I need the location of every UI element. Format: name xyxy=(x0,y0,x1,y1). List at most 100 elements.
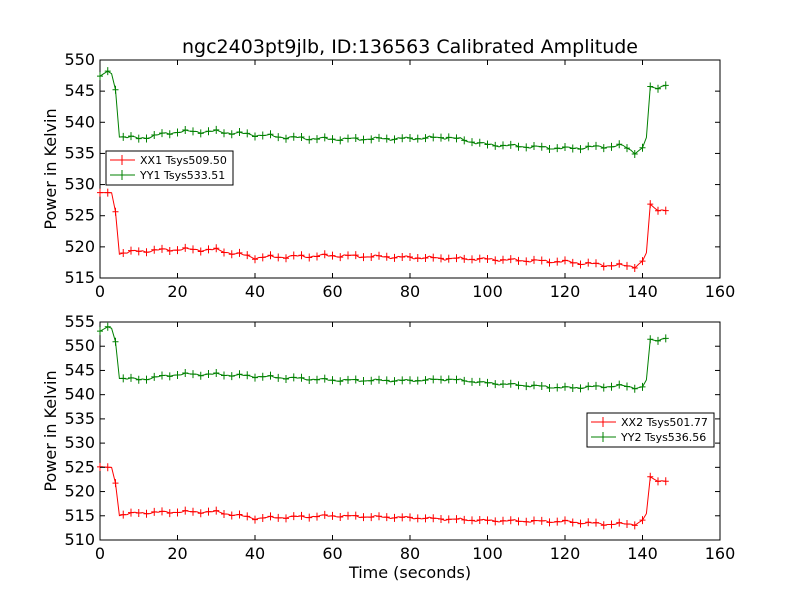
bottom-series-0-point xyxy=(151,507,158,516)
top-x-tick-label: 0 xyxy=(95,282,105,301)
bottom-series-0-point xyxy=(143,509,150,518)
top-series-0-point xyxy=(569,258,576,267)
top-series-1-point xyxy=(391,135,398,144)
top-series-0-point xyxy=(267,251,274,260)
bottom-series-0-point xyxy=(507,516,514,525)
bottom-series-1-point xyxy=(647,335,654,344)
bottom-series-1-point xyxy=(337,377,344,386)
top-series-1-point xyxy=(159,129,165,138)
bottom-series-1-point xyxy=(182,369,189,378)
top-series-1-point xyxy=(577,145,584,154)
bottom-series-1-point xyxy=(662,334,669,343)
bottom-series-0-point xyxy=(135,509,142,518)
top-series-0-point xyxy=(368,253,375,262)
bottom-series-0-point xyxy=(461,515,468,524)
bottom-series-1-point xyxy=(236,370,243,379)
bottom-x-tick-label: 40 xyxy=(245,544,265,563)
top-series-1-point xyxy=(352,133,359,142)
bottom-x-tick-label: 60 xyxy=(322,544,342,563)
bottom-series-0-point xyxy=(228,511,235,520)
top-series-0-point xyxy=(120,249,127,258)
bottom-series-1-point xyxy=(345,375,351,384)
top-series-0-point xyxy=(213,244,220,253)
top-series-0-point xyxy=(438,254,444,263)
top-series-0-point xyxy=(469,255,475,264)
top-series-1-point xyxy=(143,134,150,143)
top-series-0-point xyxy=(562,256,568,265)
top-series-1-point xyxy=(647,82,654,91)
bottom-series-0-point xyxy=(538,516,545,525)
top-series-0-point xyxy=(345,251,351,260)
top-series-0-point xyxy=(430,253,437,262)
top-series-1-point xyxy=(306,135,313,144)
bottom-series-0-point xyxy=(368,513,375,522)
bottom-series-0-point xyxy=(244,512,251,521)
bottom-series-1-point xyxy=(422,376,429,385)
top-series-1-point xyxy=(507,140,514,149)
bottom-series-0-point xyxy=(399,513,406,522)
top-series-0-point xyxy=(174,246,181,255)
bottom-series-1-point xyxy=(120,374,127,383)
bottom-series-1-point xyxy=(453,375,460,384)
legend-label-xx1: XX1 Tsys509.50 xyxy=(140,154,227,167)
top-plot-legend-box xyxy=(105,150,234,186)
bottom-plot-y-axis-label: Power in Kelvin xyxy=(41,370,60,491)
top-series-1-point xyxy=(221,129,227,138)
bottom-y-tick-label: 520 xyxy=(64,482,95,501)
top-series-1-point xyxy=(213,125,220,134)
top-series-1-point xyxy=(197,129,204,138)
bottom-series-0-point xyxy=(531,516,537,525)
top-series-1-point xyxy=(120,132,127,141)
top-series-1-point xyxy=(321,133,328,142)
bottom-x-tick-label: 140 xyxy=(627,544,658,563)
bottom-series-1-point xyxy=(399,376,406,385)
bottom-series-0-point xyxy=(500,516,506,525)
bottom-series-0-point xyxy=(515,517,522,526)
top-series-1-point xyxy=(438,133,444,142)
bottom-series-0-point xyxy=(306,513,313,522)
top-series-0-point xyxy=(647,200,654,209)
bottom-series-1-point xyxy=(639,382,646,391)
top-series-1-point xyxy=(275,133,282,142)
bottom-series-1-point xyxy=(430,375,437,384)
top-series-1-point xyxy=(453,134,460,143)
bottom-series-1-point xyxy=(159,371,165,380)
top-series-0-point xyxy=(228,250,235,259)
top-x-tick-label: 60 xyxy=(322,282,342,301)
bottom-x-tick-label: 0 xyxy=(95,544,105,563)
top-x-tick-label: 20 xyxy=(167,282,187,301)
top-series-0-point xyxy=(600,262,607,271)
top-series-1-point xyxy=(283,134,289,143)
top-y-tick-label: 525 xyxy=(64,206,95,225)
top-series-0-point xyxy=(283,254,289,263)
top-series-0-point xyxy=(662,206,669,215)
bottom-series-1-point xyxy=(252,373,258,382)
bottom-series-1-point xyxy=(523,382,530,391)
top-series-1-point xyxy=(554,144,561,153)
bottom-series-0-point xyxy=(577,519,584,528)
top-series-1-point xyxy=(329,135,336,144)
bottom-series-1-point xyxy=(128,373,134,382)
top-series-1-point xyxy=(151,130,158,139)
bottom-series-1-point xyxy=(228,372,235,381)
top-series-1-point xyxy=(205,127,212,136)
top-series-1-point xyxy=(259,131,266,140)
bottom-series-1-point xyxy=(554,383,561,392)
bottom-series-1-point xyxy=(577,384,584,393)
bottom-series-1-point xyxy=(97,327,103,336)
bottom-plot-legend-box xyxy=(586,412,715,448)
bottom-series-0-point xyxy=(562,516,568,525)
top-series-1-point xyxy=(422,134,429,143)
legend-entry-xx1: XX1 Tsys509.50 xyxy=(110,154,227,167)
bottom-series-1-point xyxy=(407,376,413,385)
top-series-1-point xyxy=(500,141,506,150)
top-series-1-point xyxy=(182,125,189,134)
bottom-series-1-point xyxy=(569,383,576,392)
bottom-series-0-point xyxy=(120,510,127,519)
top-series-1-point xyxy=(469,138,475,147)
top-series-0-point xyxy=(337,253,344,262)
bottom-series-1-point xyxy=(438,375,444,384)
top-series-0-point xyxy=(190,245,196,254)
top-series-1-point xyxy=(399,134,406,143)
top-series-0-point xyxy=(259,253,266,262)
